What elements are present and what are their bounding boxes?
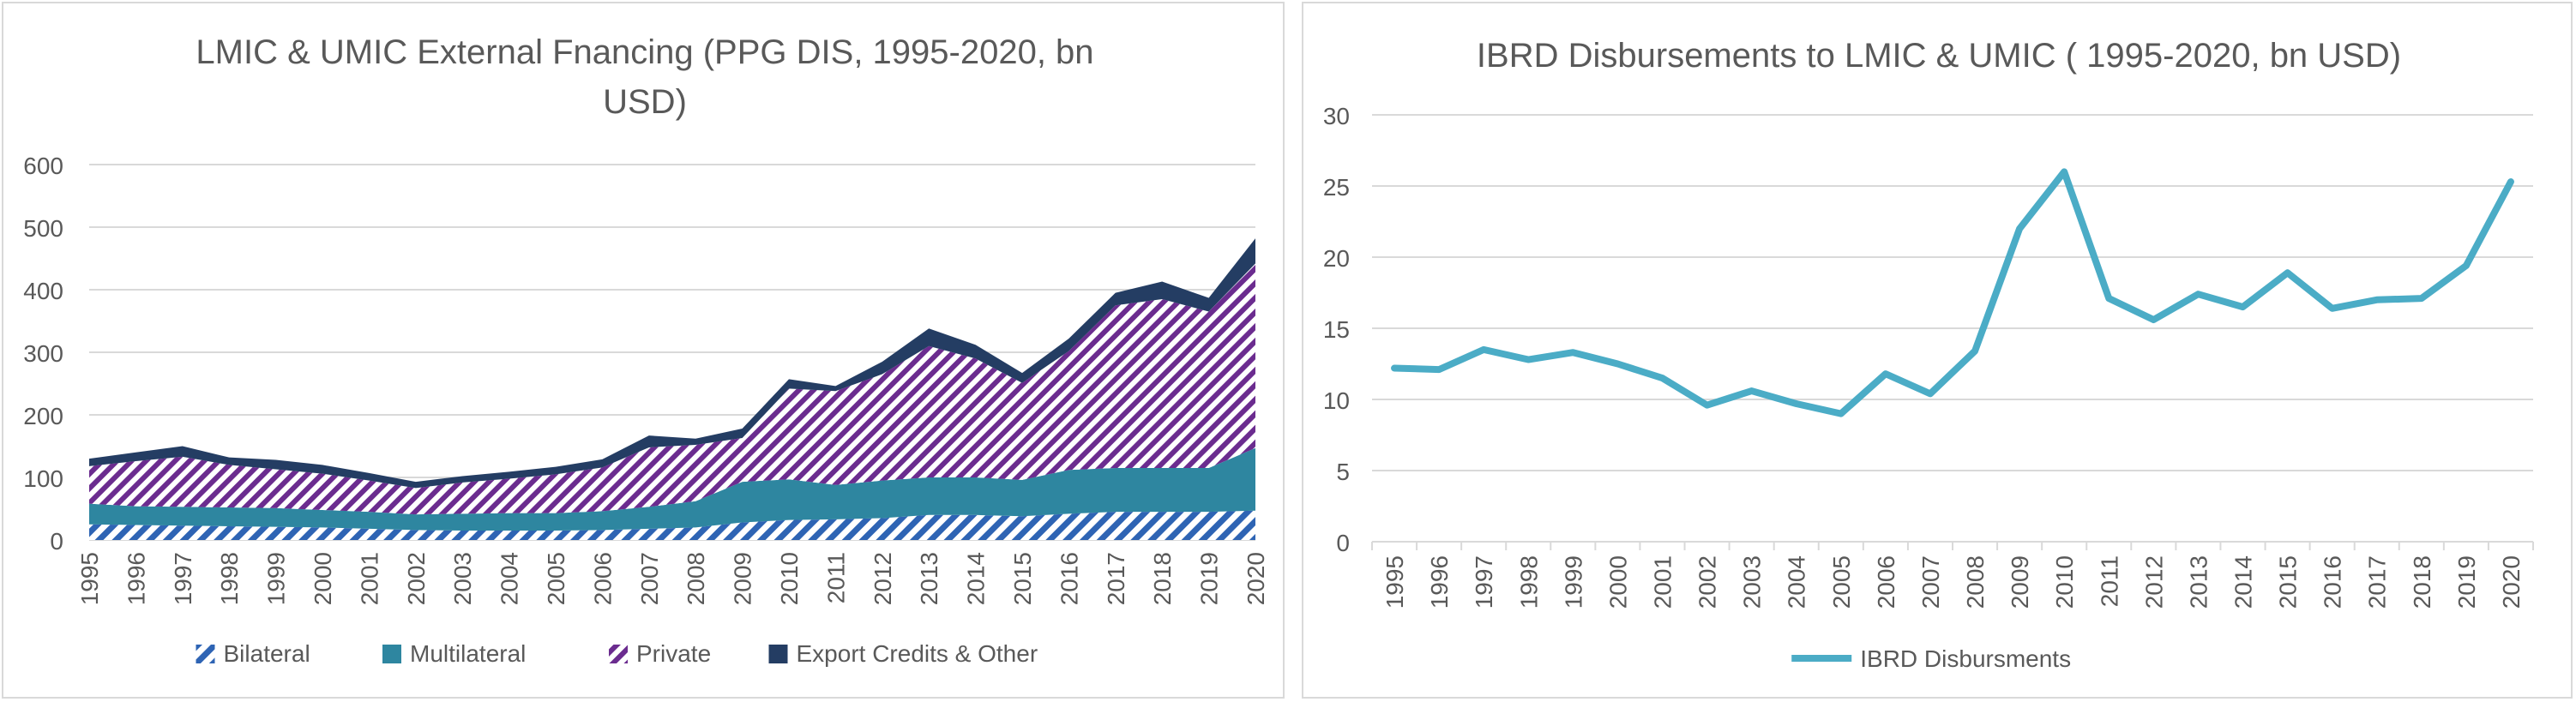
x-tick-label: 2018 <box>2409 555 2435 609</box>
x-tick-label: 1995 <box>1381 555 1408 609</box>
x-tick-label: 2020 <box>1243 552 1269 605</box>
x-tick-label: 2014 <box>963 552 990 605</box>
x-tick-label: 2005 <box>1828 555 1855 609</box>
x-tick-label: 2002 <box>403 552 430 605</box>
x-tick-label: 1996 <box>1426 555 1453 609</box>
y-tick-label: 500 <box>23 215 63 242</box>
area-export-credits-other <box>89 238 1255 489</box>
x-tick-label: 2013 <box>916 552 942 605</box>
x-tick-label: 2000 <box>310 552 336 605</box>
y-tick-label: 0 <box>1336 530 1350 556</box>
x-tick-label: 2017 <box>1103 552 1129 605</box>
y-tick-label: 25 <box>1323 174 1350 201</box>
x-tick-label: 2019 <box>1196 552 1223 605</box>
y-tick-label: 200 <box>23 403 63 429</box>
legend-label-ibrd-disbursments: IBRD Disbursments <box>1860 645 2071 672</box>
x-tick-label: 2018 <box>1149 552 1176 605</box>
x-tick-label: 1996 <box>123 552 149 605</box>
legend-label-private: Private <box>636 640 711 667</box>
y-tick-label: 20 <box>1323 245 1350 272</box>
x-tick-label: 2005 <box>543 552 569 605</box>
x-tick-label: 2013 <box>2185 555 2212 609</box>
y-tick-label: 0 <box>50 528 63 555</box>
x-tick-label: 2016 <box>2320 555 2346 609</box>
x-tick-label: 2019 <box>2453 555 2480 609</box>
legend-label-export-credits-other: Export Credits & Other <box>797 640 1038 667</box>
chart-title-line-1: LMIC & UMIC External Fnancing (PPG DIS, … <box>196 33 1093 71</box>
y-tick-label: 5 <box>1336 459 1350 485</box>
x-tick-label: 2010 <box>2051 555 2078 609</box>
x-tick-label: 2006 <box>589 552 616 605</box>
line-ibrd-disbursments <box>1391 168 2514 417</box>
x-tick-label: 2001 <box>356 552 382 605</box>
x-tick-label: 2008 <box>683 552 709 605</box>
x-tick-label: 2016 <box>1056 552 1082 605</box>
legend-label-bilateral: Bilateral <box>224 640 310 667</box>
x-tick-label: 2009 <box>730 552 756 605</box>
x-tick-label: 2017 <box>2364 555 2391 609</box>
x-tick-label: 2015 <box>2275 555 2302 609</box>
x-tick-label: 2008 <box>1962 555 1989 609</box>
x-tick-label: 2012 <box>870 552 896 605</box>
x-tick-label: 2003 <box>1739 555 1766 609</box>
x-tick-label: 1997 <box>1471 555 1497 609</box>
x-tick-label: 2011 <box>822 552 849 603</box>
legend-swatch-private <box>609 645 628 663</box>
y-tick-label: 10 <box>1323 387 1350 414</box>
x-tick-label: 2014 <box>2230 555 2257 609</box>
x-tick-label: 2000 <box>1604 555 1631 609</box>
ibrd-disbursements-chart-panel: IBRD Disbursements to LMIC & UMIC ( 1995… <box>1302 2 2573 699</box>
legend-label-multilateral: Multilateral <box>410 640 526 667</box>
legend-swatch-bilateral <box>196 645 215 663</box>
x-tick-label: 1998 <box>1515 555 1542 609</box>
x-tick-label: 1998 <box>216 552 243 605</box>
area-private <box>89 263 1255 515</box>
y-tick-label: 15 <box>1323 316 1350 343</box>
x-tick-label: 2009 <box>2007 555 2033 609</box>
y-tick-label: 30 <box>1323 103 1350 129</box>
chart-title: IBRD Disbursements to LMIC & UMIC ( 1995… <box>1477 37 2401 75</box>
legend-swatch-multilateral <box>382 645 401 663</box>
x-tick-label: 2012 <box>2140 555 2167 609</box>
x-tick-label: 2015 <box>1009 552 1036 605</box>
area-multilateral <box>89 447 1255 531</box>
x-tick-label: 2002 <box>1694 555 1721 609</box>
y-tick-label: 100 <box>23 465 63 492</box>
x-tick-label: 1999 <box>263 552 290 605</box>
x-tick-label: 1997 <box>170 552 196 605</box>
y-tick-label: 400 <box>23 278 63 304</box>
area-bilateral <box>89 510 1255 540</box>
external-financing-chart: LMIC & UMIC External Fnancing (PPG DIS, … <box>23 33 1269 667</box>
chart-title-line-2: USD) <box>603 83 687 121</box>
x-tick-label: 2020 <box>2498 555 2525 609</box>
legend-swatch-export-credits-other <box>768 645 788 663</box>
x-tick-label: 2010 <box>776 552 803 605</box>
x-tick-label: 1999 <box>1560 555 1586 609</box>
external-financing-chart-panel: LMIC & UMIC External Fnancing (PPG DIS, … <box>2 2 1285 699</box>
x-tick-label: 2004 <box>1784 555 1810 609</box>
y-tick-label: 300 <box>23 340 63 367</box>
x-tick-label: 2001 <box>1650 555 1676 609</box>
x-tick-label: 2007 <box>1917 555 1944 609</box>
y-tick-label: 600 <box>23 153 63 179</box>
x-tick-label: 2007 <box>636 552 663 605</box>
x-tick-label: 1995 <box>76 552 103 605</box>
ibrd-disbursements-chart: IBRD Disbursements to LMIC & UMIC ( 1995… <box>1323 37 2534 672</box>
x-tick-label: 2006 <box>1873 555 1899 609</box>
x-tick-label: 2004 <box>497 552 523 605</box>
x-tick-label: 2003 <box>449 552 476 605</box>
x-tick-label: 2011 <box>2096 555 2122 607</box>
